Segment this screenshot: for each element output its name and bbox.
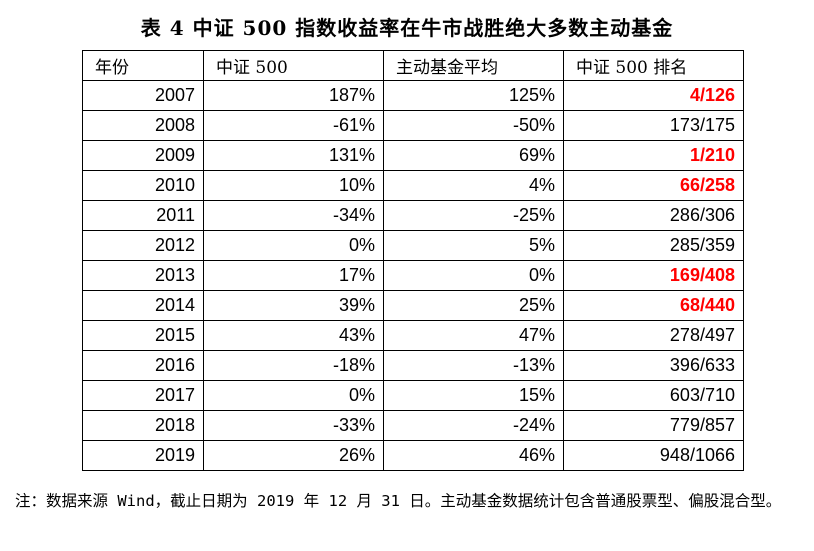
csi500-rank-cell: 396/633 <box>563 350 744 381</box>
table-row: 2017 0% 15% 603/710 <box>82 380 744 411</box>
fund-average-return-cell: -50% <box>383 110 564 141</box>
table-row: 2013 17% 0% 169/408 <box>82 260 744 291</box>
csi500-return-cell: 131% <box>203 140 384 171</box>
csi500-rank-cell: 948/1066 <box>563 440 744 471</box>
year-cell: 2015 <box>82 320 204 351</box>
csi500-rank-cell: 603/710 <box>563 380 744 411</box>
fund-average-return-cell: 0% <box>383 260 564 291</box>
year-cell: 2014 <box>82 290 204 321</box>
fund-average-return-cell: 15% <box>383 380 564 411</box>
table-row: 2012 0% 5% 285/359 <box>82 230 744 261</box>
csi500-return-cell: 39% <box>203 290 384 321</box>
csi500-return-cell: 187% <box>203 80 384 111</box>
fund-average-return-cell: -13% <box>383 350 564 381</box>
csi500-return-cell: 0% <box>203 380 384 411</box>
year-cell: 2019 <box>82 440 204 471</box>
table-row: 2008 -61% -50% 173/175 <box>82 110 744 141</box>
table-row: 2010 10% 4% 66/258 <box>82 170 744 201</box>
csi500-rank-cell: 68/440 <box>563 290 744 321</box>
csi500-return-cell: 17% <box>203 260 384 291</box>
csi500-rank-cell: 286/306 <box>563 200 744 231</box>
table-row: 2009 131% 69% 1/210 <box>82 140 744 171</box>
year-cell: 2007 <box>82 80 204 111</box>
header-year: 年份 <box>82 50 204 81</box>
year-cell: 2016 <box>82 350 204 381</box>
fund-average-return-cell: 69% <box>383 140 564 171</box>
csi500-rank-cell: 173/175 <box>563 110 744 141</box>
fund-average-return-cell: 25% <box>383 290 564 321</box>
year-cell: 2012 <box>82 230 204 261</box>
year-cell: 2010 <box>82 170 204 201</box>
table-row: 2018 -33% -24% 779/857 <box>82 410 744 441</box>
fund-average-return-cell: 125% <box>383 80 564 111</box>
header-csi500: 中证 500 <box>203 50 384 81</box>
csi500-rank-cell: 66/258 <box>563 170 744 201</box>
table-header-row: 年份 中证 500 主动基金平均 中证 500 排名 <box>82 50 744 81</box>
table-title: 表 4 中证 500 指数收益率在牛市战胜绝大多数主动基金 <box>140 16 674 40</box>
csi500-rank-cell: 169/408 <box>563 260 744 291</box>
table-row: 2015 43% 47% 278/497 <box>82 320 744 351</box>
csi500-return-cell: 26% <box>203 440 384 471</box>
year-cell: 2011 <box>82 200 204 231</box>
table-row: 2019 26% 46% 948/1066 <box>82 440 744 471</box>
year-cell: 2018 <box>82 410 204 441</box>
csi500-rank-cell: 285/359 <box>563 230 744 261</box>
returns-table: 年份 中证 500 主动基金平均 中证 500 排名 2007 187% 125% 4… <box>82 50 744 471</box>
fund-average-return-cell: -24% <box>383 410 564 441</box>
fund-average-return-cell: 46% <box>383 440 564 471</box>
fund-average-return-cell: 4% <box>383 170 564 201</box>
footnote: 注：数据来源 Wind，截止日期为 2019 年 12 月 31 日。主动基金数… <box>15 492 782 510</box>
fund-average-return-cell: 5% <box>383 230 564 261</box>
csi500-rank-cell: 779/857 <box>563 410 744 441</box>
csi500-rank-cell: 1/210 <box>563 140 744 171</box>
fund-average-return-cell: 47% <box>383 320 564 351</box>
csi500-return-cell: -33% <box>203 410 384 441</box>
table-row: 2016 -18% -13% 396/633 <box>82 350 744 381</box>
csi500-return-cell: -61% <box>203 110 384 141</box>
table-row: 2007 187% 125% 4/126 <box>82 80 744 111</box>
csi500-return-cell: 0% <box>203 230 384 261</box>
year-cell: 2017 <box>82 380 204 411</box>
year-cell: 2013 <box>82 260 204 291</box>
csi500-return-cell: -34% <box>203 200 384 231</box>
fund-average-return-cell: -25% <box>383 200 564 231</box>
year-cell: 2008 <box>82 110 204 141</box>
header-fund-average: 主动基金平均 <box>383 50 564 81</box>
csi500-return-cell: -18% <box>203 350 384 381</box>
csi500-rank-cell: 278/497 <box>563 320 744 351</box>
csi500-return-cell: 10% <box>203 170 384 201</box>
csi500-return-cell: 43% <box>203 320 384 351</box>
table-row: 2011 -34% -25% 286/306 <box>82 200 744 231</box>
header-csi500-rank: 中证 500 排名 <box>563 50 744 81</box>
year-cell: 2009 <box>82 140 204 171</box>
table-row: 2014 39% 25% 68/440 <box>82 290 744 321</box>
csi500-rank-cell: 4/126 <box>563 80 744 111</box>
